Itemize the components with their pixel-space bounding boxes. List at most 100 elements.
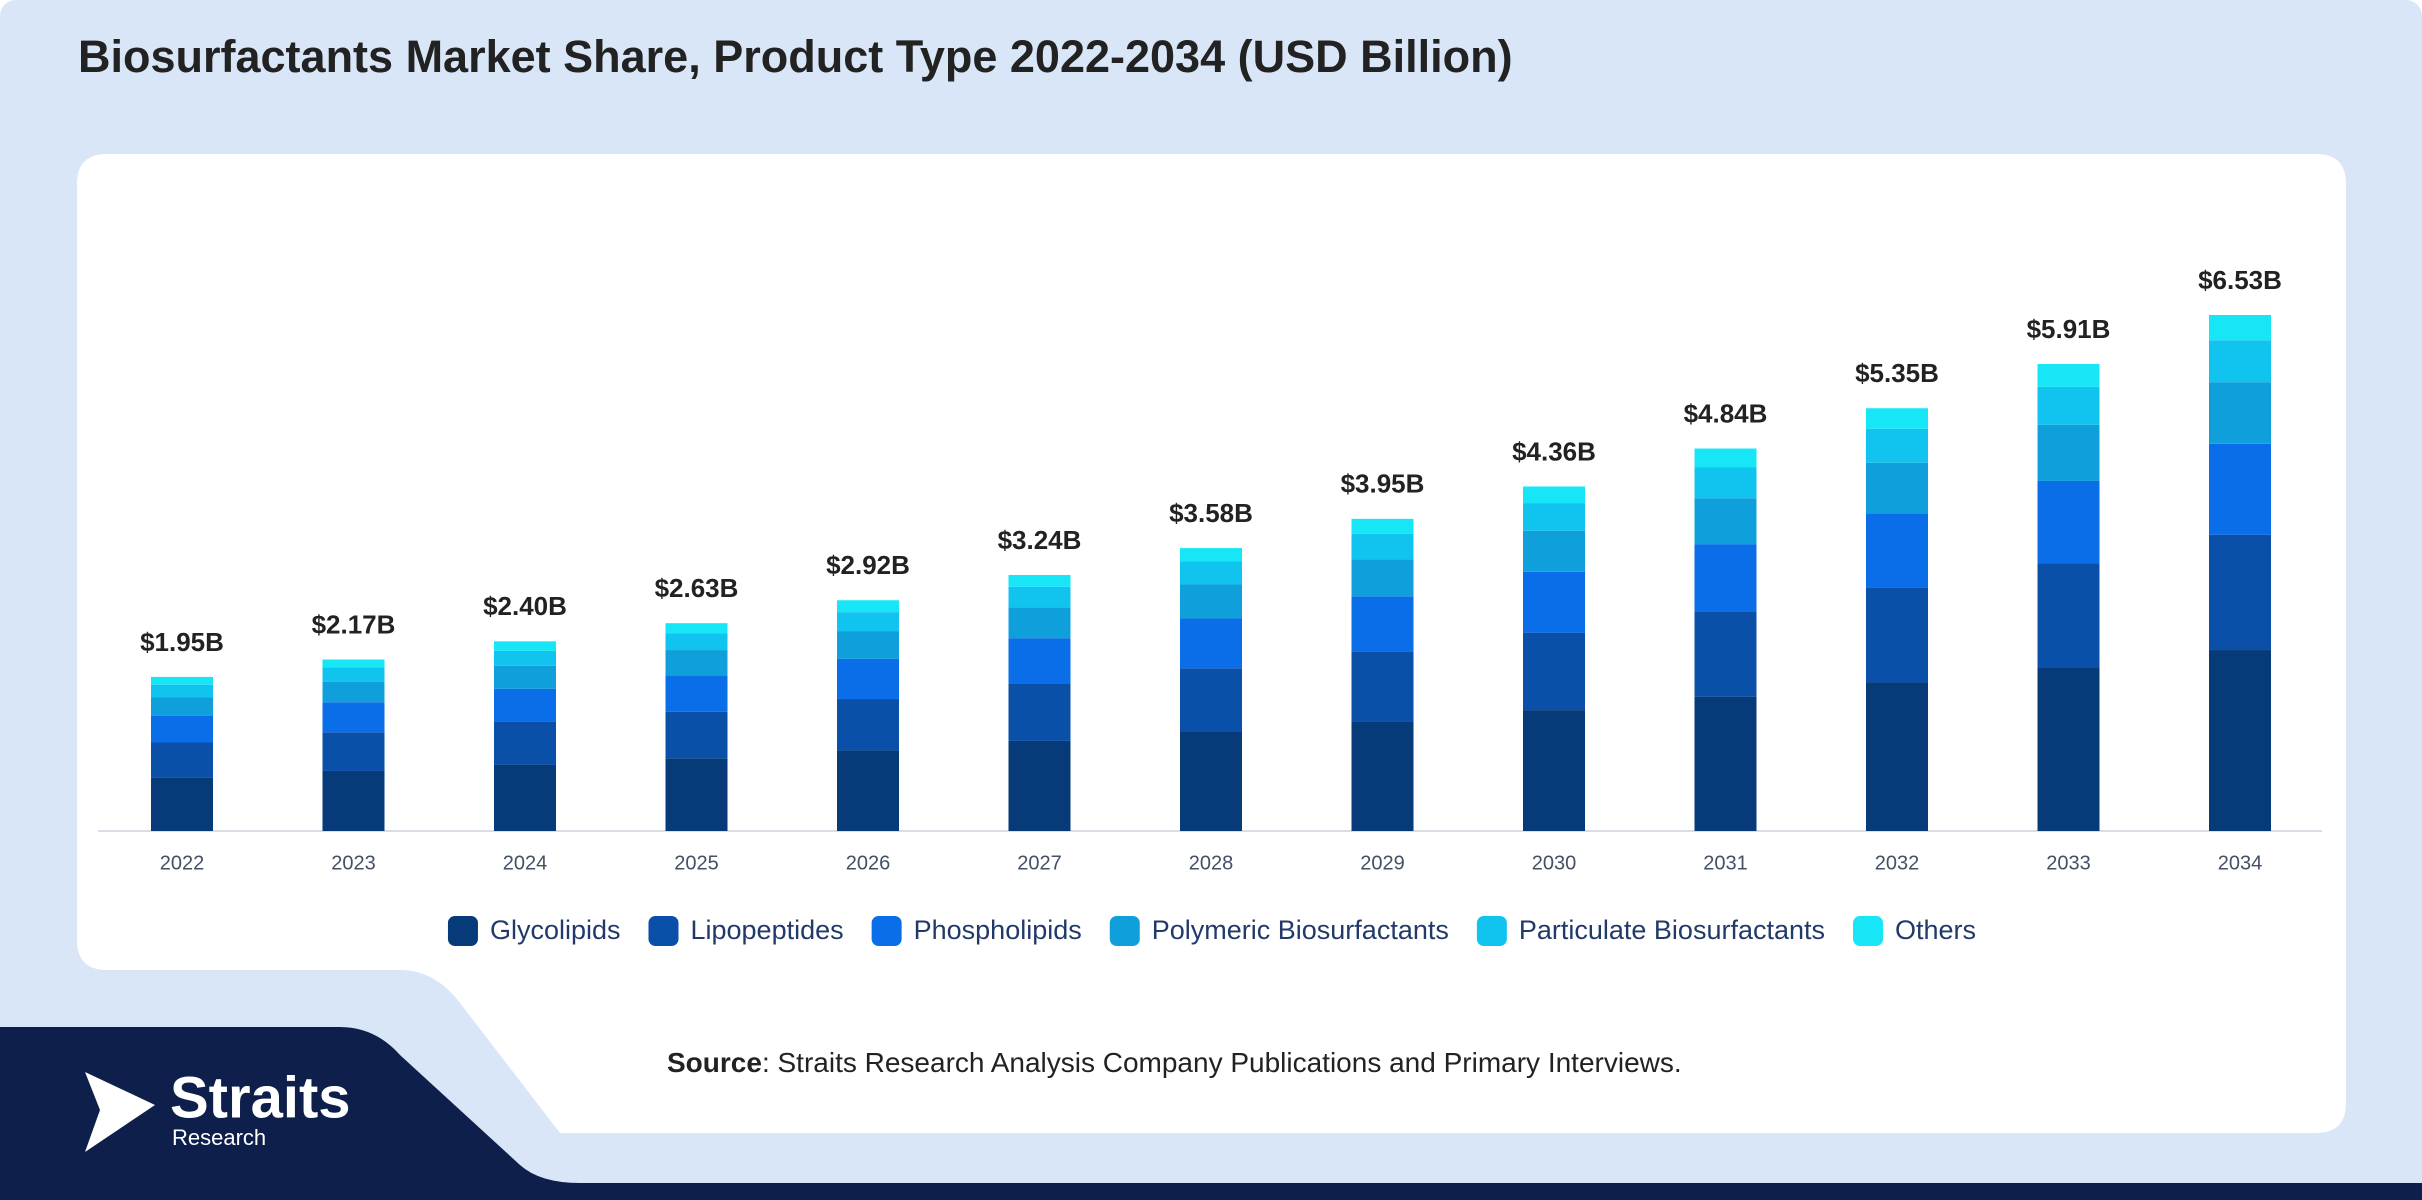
x-tick-label: 2027 xyxy=(1017,852,1062,874)
bar-segment xyxy=(2209,340,2271,383)
bar-segment xyxy=(1694,498,1757,545)
legend-swatch xyxy=(1109,916,1140,946)
bar-segment xyxy=(2209,382,2271,444)
x-tick-label: 2025 xyxy=(674,852,719,874)
bar-segment xyxy=(837,699,899,751)
bar-segment xyxy=(2037,424,2100,481)
bar-segment xyxy=(1180,731,1242,831)
x-tick-label: 2034 xyxy=(2218,852,2263,874)
legend-label: Glycolipids xyxy=(490,915,621,945)
bar-segment xyxy=(1180,584,1242,619)
x-tick-label: 2028 xyxy=(1189,852,1234,874)
bar-segment xyxy=(1180,618,1242,669)
bar-segment xyxy=(322,732,385,771)
footer-band xyxy=(0,1027,2422,1200)
bar-segment xyxy=(2209,534,2271,651)
bar-segment xyxy=(665,711,728,759)
bar-segment xyxy=(494,665,556,689)
total-label: $5.91B xyxy=(2027,314,2111,344)
legend-swatch xyxy=(648,916,679,946)
x-tick-label: 2026 xyxy=(846,852,891,874)
bar-segment xyxy=(494,764,556,831)
bar-segment xyxy=(2037,563,2100,668)
bar-segment xyxy=(151,697,213,716)
bar-segment xyxy=(494,650,556,666)
bar-segment xyxy=(665,758,728,831)
bar-segment xyxy=(322,770,385,831)
x-tick-label: 2022 xyxy=(160,852,205,874)
bar-segment xyxy=(1523,571,1585,633)
bar-segment xyxy=(151,684,213,698)
bar-segment xyxy=(322,681,385,703)
source-label: Source xyxy=(667,1047,762,1078)
bar-segment xyxy=(1180,548,1242,562)
chart-title: Biosurfactants Market Share, Product Typ… xyxy=(78,31,1513,82)
bar-segment xyxy=(322,659,385,668)
bar-segment xyxy=(1694,696,1757,831)
bar-segment xyxy=(1866,587,1928,683)
total-label: $2.92B xyxy=(826,550,910,580)
bar-segment xyxy=(1866,513,1928,588)
bar-segment xyxy=(1008,574,1071,587)
bar-segment xyxy=(1523,632,1585,711)
bar-segment xyxy=(494,688,556,722)
total-label: $5.35B xyxy=(1855,358,1939,388)
bar-segment xyxy=(1866,428,1928,463)
bar-segment xyxy=(1866,682,1928,831)
legend-label: Phospholipids xyxy=(914,915,1082,945)
bar-segment xyxy=(1523,710,1585,831)
bar-segment xyxy=(1180,668,1242,732)
x-tick-label: 2033 xyxy=(2046,852,2091,874)
source-text: : Straits Research Analysis Company Publ… xyxy=(762,1047,1682,1078)
bar-segment xyxy=(1866,408,1928,429)
bar-segment xyxy=(1008,638,1071,684)
total-label: $3.24B xyxy=(998,525,1082,555)
logo-sub: Research xyxy=(172,1125,266,1150)
x-tick-label: 2031 xyxy=(1703,852,1748,874)
legend-swatch xyxy=(1853,916,1884,946)
total-label: $2.17B xyxy=(312,609,396,639)
bar-segment xyxy=(151,676,213,685)
bar-segment xyxy=(1008,607,1071,639)
total-label: $2.63B xyxy=(655,573,739,603)
source: Source: Straits Research Analysis Compan… xyxy=(667,1047,1682,1078)
bar-segment xyxy=(2037,386,2100,425)
total-label: $6.53B xyxy=(2198,265,2282,295)
bar-segment xyxy=(1351,596,1414,652)
bar-segment xyxy=(2037,363,2100,387)
legend-label: Others xyxy=(1895,915,1976,945)
total-label: $3.95B xyxy=(1341,469,1425,499)
bar-segment xyxy=(1694,467,1757,499)
total-label: $4.84B xyxy=(1684,398,1768,428)
bar-segment xyxy=(1351,533,1414,560)
total-label: $4.36B xyxy=(1512,436,1596,466)
bar-segment xyxy=(2209,315,2271,341)
bar-segment xyxy=(837,658,899,700)
legend-swatch xyxy=(1476,916,1507,946)
bar-segment xyxy=(837,750,899,831)
bar-segment xyxy=(1866,462,1928,514)
total-label: $1.95B xyxy=(140,627,224,657)
x-tick-label: 2032 xyxy=(1875,852,1920,874)
legend-label: Polymeric Biosurfactants xyxy=(1152,915,1449,945)
bar-segment xyxy=(322,667,385,682)
bar-segment xyxy=(665,650,728,676)
bar-segment xyxy=(1351,559,1414,597)
legend-swatch xyxy=(447,916,478,946)
bar-segment xyxy=(1008,740,1071,831)
legend-label: Particulate Biosurfactants xyxy=(1519,915,1825,945)
bar-segment xyxy=(2209,650,2271,831)
bar-segment xyxy=(2037,667,2100,831)
bar-segment xyxy=(837,612,899,632)
logo-mark xyxy=(85,1072,155,1152)
bar-segment xyxy=(151,742,213,778)
x-tick-label: 2023 xyxy=(331,852,376,874)
bar-segment xyxy=(665,623,728,634)
bar-segment xyxy=(2209,443,2271,535)
bar-segment xyxy=(1523,486,1585,504)
bar-segment xyxy=(1694,611,1757,697)
x-tick-label: 2024 xyxy=(503,852,548,874)
bar-segment xyxy=(2037,480,2100,564)
bar-segment xyxy=(1523,530,1585,572)
